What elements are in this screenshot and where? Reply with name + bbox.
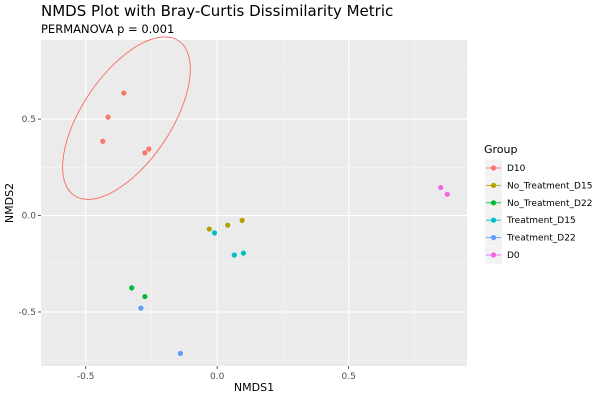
x-tick-label: 0.5: [342, 372, 356, 382]
legend-items: D10 No_Treatment_D15 No_Treatment_D22 Treat…: [485, 159, 592, 264]
x-axis-ticks: -0.5 0.0 0.5: [77, 366, 356, 382]
point-d10: [146, 146, 152, 152]
chart-title: NMDS Plot with Bray-Curtis Dissimilarity…: [41, 2, 393, 20]
legend: Group D10 No_Treatment_D15 No_Treatment_D2…: [484, 143, 592, 264]
plot-panel: [41, 40, 467, 366]
legend-key-dot: [490, 165, 497, 171]
legend-item-treatment-d22: Treatment_D22: [485, 229, 576, 247]
legend-label: Treatment_D22: [506, 234, 576, 244]
point-treatment-d15: [240, 250, 247, 256]
x-tick-label: 0.0: [210, 372, 225, 382]
legend-label: No_Treatment_D15: [507, 181, 592, 191]
legend-key-dot: [490, 200, 497, 206]
y-tick-label: 0.0: [22, 212, 37, 222]
point-treatment-d22: [177, 350, 183, 357]
legend-label: D0: [507, 251, 520, 261]
y-tick-label: -0.5: [18, 308, 36, 318]
legend-key-dot: [490, 252, 497, 258]
x-axis-title: NMDS1: [234, 381, 274, 394]
legend-label: No_Treatment_D22: [507, 199, 592, 209]
point-treatment-d22: [138, 305, 144, 311]
point-treatment-d15: [211, 230, 218, 236]
legend-title: Group: [484, 143, 518, 156]
y-axis-ticks: -0.5 0.0 0.5: [18, 115, 41, 318]
point-no-treatment-d15: [206, 226, 212, 232]
point-d0: [444, 191, 450, 197]
point-d10: [105, 114, 111, 120]
point-d0: [438, 184, 444, 191]
x-tick-label: -0.5: [77, 372, 95, 382]
confidence-ellipses: [62, 36, 191, 200]
legend-label: Treatment_D15: [506, 216, 576, 226]
point-no-treatment-d15: [225, 222, 231, 228]
legend-key-dot: [490, 217, 497, 223]
legend-item-d10: D10: [485, 159, 526, 177]
y-axis-title: NMDS2: [3, 183, 16, 223]
legend-item-d0: D0: [485, 246, 520, 264]
ellipse-d10: [62, 36, 191, 200]
grid-major: [41, 40, 467, 366]
grid-minor: [41, 40, 467, 366]
point-d10: [142, 150, 148, 156]
point-treatment-d15: [231, 252, 237, 258]
legend-key-dot: [490, 235, 497, 241]
point-d10: [121, 90, 127, 96]
point-no-treatment-d15: [239, 217, 245, 223]
legend-key-dot: [490, 182, 497, 188]
point-no-treatment-d22: [142, 293, 148, 300]
data-points: [100, 90, 450, 357]
chart-subtitle: PERMANOVA p = 0.001: [41, 22, 174, 36]
legend-item-no-treatment-d15: No_Treatment_D15: [485, 176, 592, 194]
legend-item-treatment-d15: Treatment_D15: [485, 211, 576, 229]
legend-item-no-treatment-d22: No_Treatment_D22: [485, 194, 592, 212]
y-tick-label: 0.5: [22, 115, 36, 125]
point-no-treatment-d22: [129, 285, 135, 291]
legend-label: D10: [507, 164, 526, 174]
point-d10: [100, 138, 106, 144]
